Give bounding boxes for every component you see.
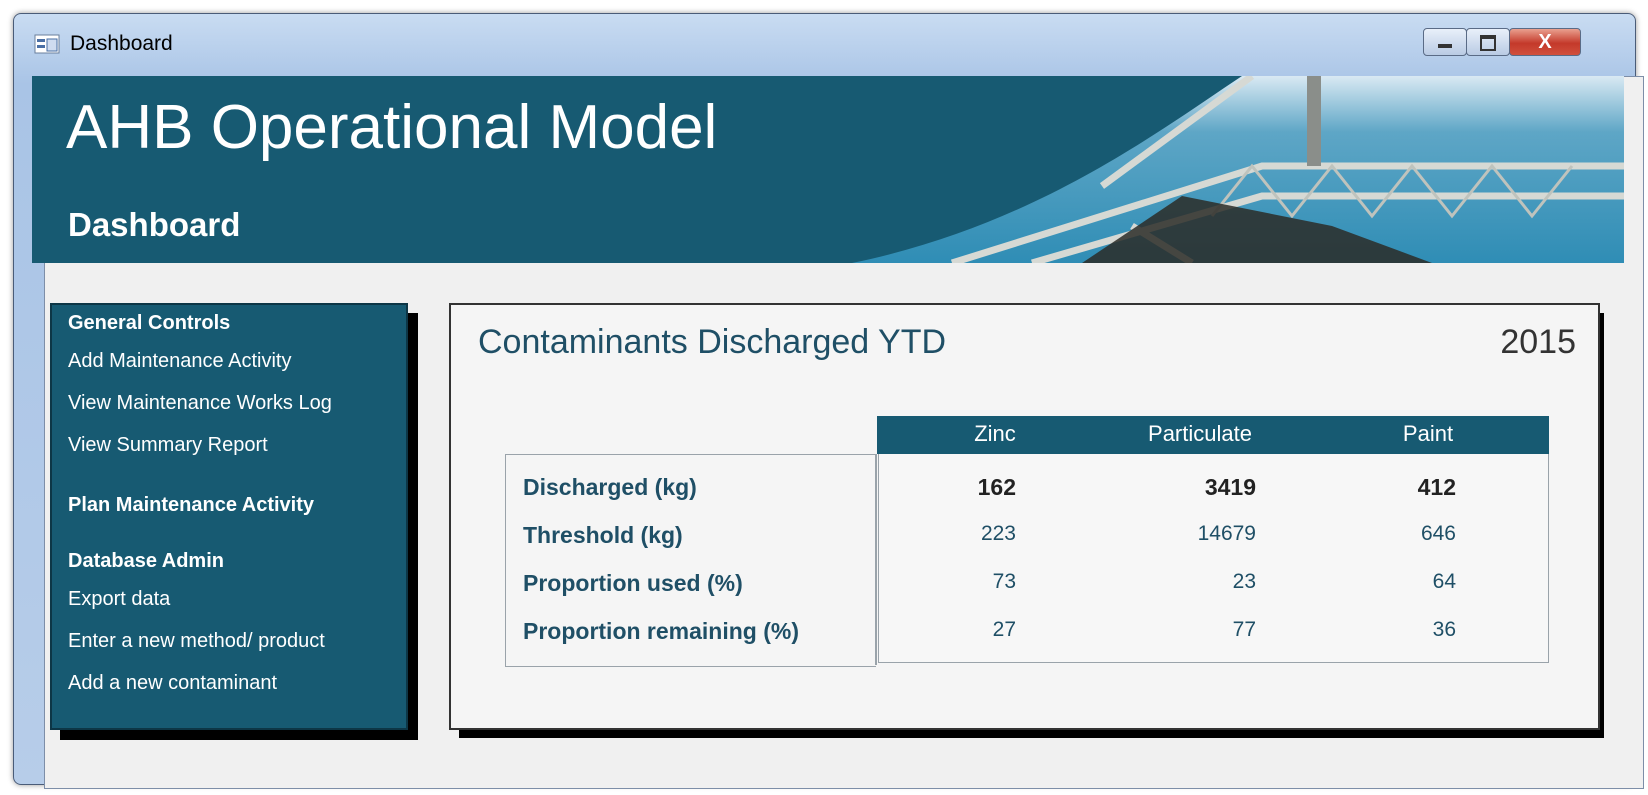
window-title: Dashboard xyxy=(70,32,173,56)
row-label: Proportion remaining (%) xyxy=(523,618,799,645)
table-cell: 14679 xyxy=(1106,522,1256,546)
nav-heading: Database Admin xyxy=(68,550,224,573)
nav-link[interactable]: View Maintenance Works Log xyxy=(68,392,332,415)
header-title: AHB Operational Model xyxy=(66,92,717,163)
nav-link[interactable]: Add a new contaminant xyxy=(68,672,277,695)
column-header: Zinc xyxy=(895,421,1095,447)
table-cell: 27 xyxy=(866,618,1016,642)
page: Dashboard X AHB Operational Model Dashbo… xyxy=(0,0,1648,795)
table-cell: 3419 xyxy=(1106,474,1256,501)
header-subtitle: Dashboard xyxy=(68,206,240,244)
row-label: Proportion used (%) xyxy=(523,570,743,597)
table-cell: 223 xyxy=(866,522,1016,546)
app-icon xyxy=(34,34,60,54)
nav-link[interactable]: View Summary Report xyxy=(68,434,268,457)
minimize-button[interactable] xyxy=(1423,28,1467,56)
table-cell: 23 xyxy=(1106,570,1256,594)
table-cell: 64 xyxy=(1306,570,1456,594)
nav-link[interactable]: Enter a new method/ product xyxy=(68,630,325,653)
table-cell: 162 xyxy=(866,474,1016,501)
maximize-button[interactable] xyxy=(1466,28,1510,56)
row-label: Threshold (kg) xyxy=(523,522,683,549)
table-cell: 73 xyxy=(866,570,1016,594)
column-header: Paint xyxy=(1328,421,1528,447)
nav-link[interactable]: Add Maintenance Activity xyxy=(68,350,291,373)
table-cell: 36 xyxy=(1306,618,1456,642)
column-header: Particulate xyxy=(1100,421,1300,447)
nav-link[interactable]: Export data xyxy=(68,588,170,611)
panel-title: Contaminants Discharged YTD xyxy=(478,323,946,362)
row-label: Discharged (kg) xyxy=(523,474,697,501)
table-cell: 412 xyxy=(1306,474,1456,501)
close-button[interactable]: X xyxy=(1509,28,1581,56)
panel-year: 2015 xyxy=(1400,323,1576,362)
table-cell: 77 xyxy=(1106,618,1256,642)
nav-heading[interactable]: Plan Maintenance Activity xyxy=(68,494,314,517)
nav-heading: General Controls xyxy=(68,312,230,335)
table-cell: 646 xyxy=(1306,522,1456,546)
